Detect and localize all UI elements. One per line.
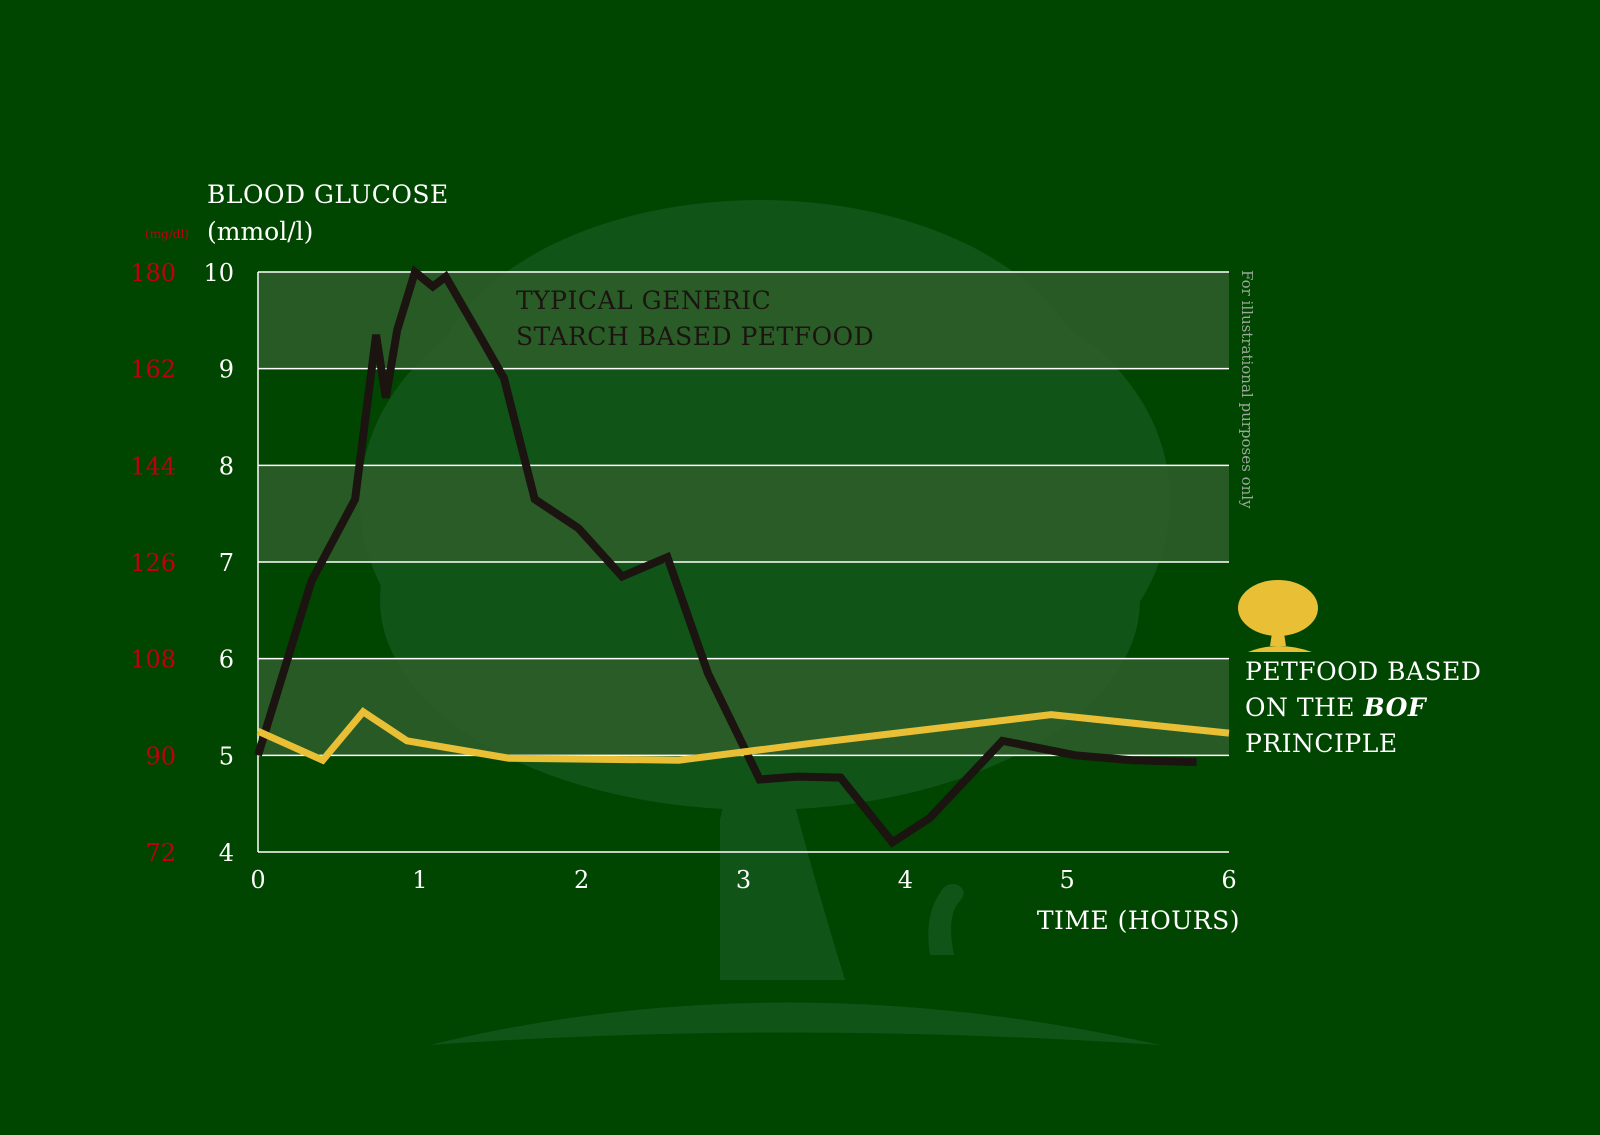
- y-tick-label: 6: [219, 646, 234, 674]
- y-tick-labels: 4 5 6 7 8 9 10: [203, 259, 234, 867]
- series-label-bof-line2-prefix: ON THE: [1245, 693, 1364, 722]
- y-tick-label: 10: [203, 259, 234, 287]
- y-secondary-tick-label: 72: [145, 839, 176, 867]
- y-secondary-tick-label: 162: [130, 356, 176, 384]
- series-line-bof: [256, 707, 1230, 765]
- y-tick-label: 5: [219, 742, 234, 770]
- series-label-starch-line1: TYPICAL GENERIC: [516, 286, 771, 315]
- y-secondary-tick-label: 180: [130, 259, 176, 287]
- x-tick-label: 3: [736, 866, 751, 894]
- series-label-bof-line2: ON THE BOF: [1245, 693, 1428, 722]
- series-line-starch: [254, 265, 1197, 848]
- y-secondary-tick-label: 126: [130, 549, 176, 577]
- series-label-bof-line3: PRINCIPLE: [1245, 729, 1398, 758]
- x-tick-label: 0: [250, 866, 265, 894]
- band-7-8: [258, 465, 1229, 562]
- series-label-bof-acronym: BOF: [1363, 693, 1428, 722]
- x-tick-label: 6: [1221, 866, 1236, 894]
- tree-logo-icon: [1238, 580, 1318, 652]
- y-axis-unit: (mmol/l): [207, 217, 313, 246]
- x-axis-title: TIME (HOURS): [1037, 906, 1240, 935]
- y-secondary-tick-label: 144: [130, 452, 176, 480]
- series-label-starch-line2: STARCH BASED PETFOOD: [516, 322, 874, 351]
- y-axis-title: BLOOD GLUCOSE: [207, 180, 449, 209]
- band-9-10: [258, 272, 1229, 369]
- x-tick-label: 5: [1060, 866, 1075, 894]
- x-tick-label: 2: [574, 866, 589, 894]
- x-tick-label: 1: [412, 866, 427, 894]
- y-secondary-tick-labels: 72 90 108 126 144 162 180: [130, 259, 176, 867]
- series-lines: [254, 265, 1230, 848]
- y-secondary-tick-label: 108: [130, 646, 176, 674]
- illustration-note: For illustrational purposes only: [1238, 270, 1256, 509]
- y-tick-label: 7: [219, 549, 234, 577]
- x-tick-label: 4: [898, 866, 913, 894]
- series-label-bof-line1: PETFOOD BASED: [1245, 657, 1481, 686]
- y-secondary-axis-unit: (mg/dl): [145, 227, 189, 241]
- y-tick-label: 9: [219, 356, 234, 384]
- y-tick-label: 8: [219, 452, 234, 480]
- y-tick-label: 4: [219, 839, 234, 867]
- x-tick-labels: 0 1 2 3 4 5 6: [250, 866, 1236, 894]
- y-secondary-tick-label: 90: [145, 742, 176, 770]
